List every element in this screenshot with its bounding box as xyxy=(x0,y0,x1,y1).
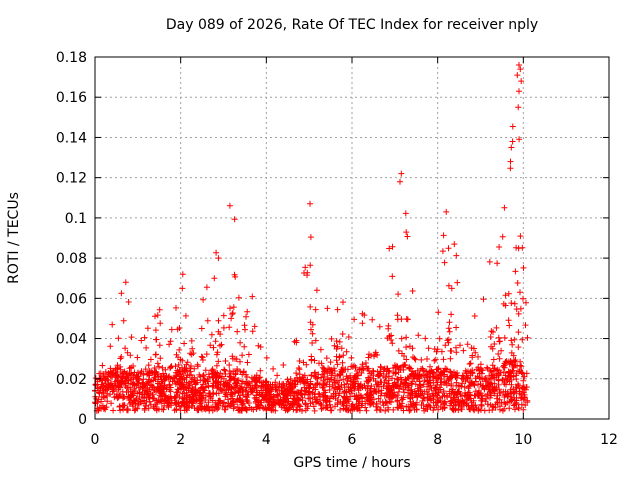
grid-lines xyxy=(95,57,609,419)
chart-title: Day 089 of 2026, Rate Of TEC Index for r… xyxy=(165,17,539,33)
x-tick-label: 10 xyxy=(514,432,532,448)
y-tick-label: 0 xyxy=(78,412,87,428)
y-tick-label: 0.12 xyxy=(56,171,87,187)
x-tick-label: 6 xyxy=(348,432,357,448)
y-tick-label: 0.1 xyxy=(65,211,87,227)
x-tick-label: 0 xyxy=(91,432,100,448)
y-tick-label: 0.18 xyxy=(56,50,87,66)
y-tick-label: 0.06 xyxy=(56,291,87,307)
data-points xyxy=(92,62,531,414)
y-tick-label: 0.14 xyxy=(56,130,87,146)
x-tick-label: 8 xyxy=(433,432,442,448)
roti-plus-markers xyxy=(92,62,531,414)
axis-ticks: 0 0.02 0.04 0.06 0.08 0.1 0.12 0.14 0.16 0.18 0 2 4 6… xyxy=(56,50,618,448)
x-tick-label: 4 xyxy=(262,432,271,448)
y-tick-label: 0.16 xyxy=(56,90,87,106)
x-tick-label: 12 xyxy=(600,432,618,448)
y-tick-label: 0.02 xyxy=(56,372,87,388)
y-tick-label: 0.04 xyxy=(56,332,87,348)
x-tick-label: 2 xyxy=(176,432,185,448)
x-axis-label: GPS time / hours xyxy=(293,455,411,471)
y-tick-label: 0.08 xyxy=(56,251,87,267)
